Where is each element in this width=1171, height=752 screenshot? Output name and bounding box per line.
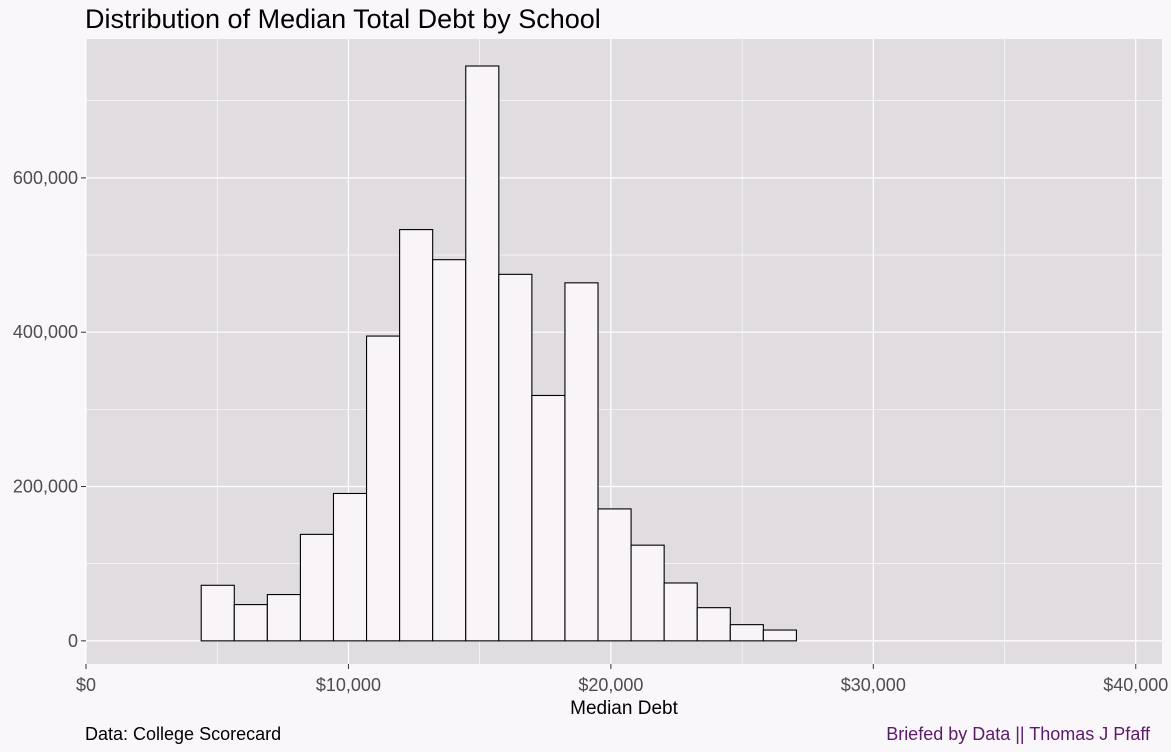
histogram-bar	[432, 259, 467, 642]
histogram-bar	[200, 584, 235, 642]
y-tick-label: 400,000	[13, 322, 78, 342]
y-tick-label: 0	[68, 631, 78, 651]
data-source-caption: Data: College Scorecard	[85, 724, 282, 744]
y-axis-ticks: 0 200,000 400,000 600,000	[13, 168, 86, 651]
x-tick-label: $30,000	[841, 675, 906, 695]
histogram-bar	[332, 492, 368, 642]
x-axis-ticks: $0 $10,000 $20,000 $30,000 $40,000	[76, 664, 1168, 695]
histogram-bar	[365, 335, 401, 642]
histogram-bar	[531, 394, 566, 642]
histogram-bar	[299, 533, 335, 642]
x-tick-label: $20,000	[578, 675, 643, 695]
y-tick-label: 600,000	[13, 168, 78, 188]
y-tick-label: 200,000	[13, 477, 78, 497]
histogram-bars	[200, 65, 797, 642]
histogram-bar	[399, 229, 434, 642]
histogram-bar	[564, 282, 599, 642]
histogram-bar	[597, 508, 632, 642]
histogram-bar	[266, 594, 301, 642]
grid-minor-lines	[86, 39, 1162, 664]
credit-caption: Briefed by Data || Thomas J Pfaff	[886, 724, 1150, 744]
histogram-bar	[696, 607, 731, 642]
grid-major-lines	[85, 39, 1162, 664]
chart-title: Distribution of Median Total Debt by Sch…	[85, 4, 601, 34]
histogram-bar	[465, 65, 500, 642]
histogram-bar	[498, 273, 533, 642]
histogram-bar	[663, 582, 698, 642]
x-axis-title: Median Debt	[570, 698, 678, 719]
x-tick-label: $40,000	[1103, 675, 1168, 695]
histogram-bar	[630, 544, 665, 642]
histogram-bar	[233, 604, 268, 642]
x-tick-label: $0	[76, 675, 96, 695]
histogram-bar	[762, 629, 797, 642]
x-tick-label: $10,000	[316, 675, 381, 695]
histogram-bar	[729, 624, 764, 642]
